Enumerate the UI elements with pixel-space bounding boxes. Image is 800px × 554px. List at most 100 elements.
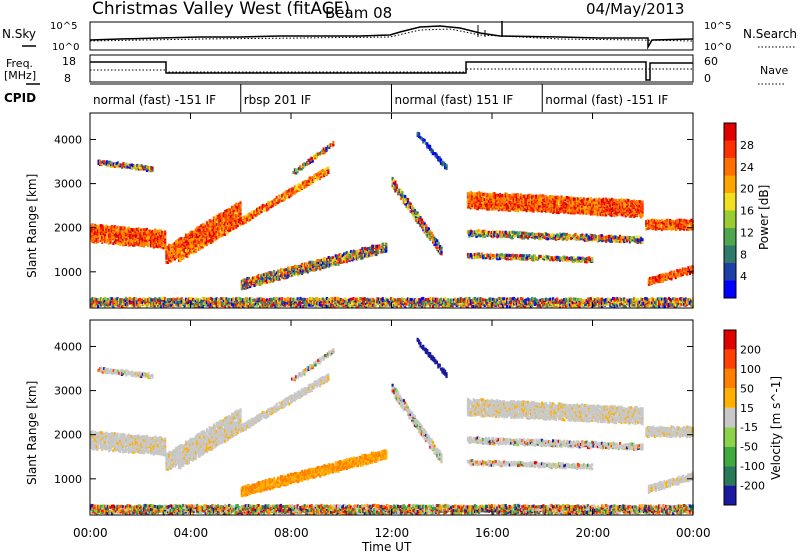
echo-cell xyxy=(686,227,689,231)
cpid-panel: CPID normal (fast) -151 IF rbsp 201 IF nor… xyxy=(4,83,693,112)
echo-cell xyxy=(553,195,556,199)
echo-cell xyxy=(182,246,185,249)
echo-cell xyxy=(515,198,518,202)
echo-cell xyxy=(274,275,277,279)
echo-cell xyxy=(219,223,222,227)
echo-cell xyxy=(239,218,242,221)
echo-cell xyxy=(681,267,684,271)
echo-cell xyxy=(680,225,683,229)
echo-cell xyxy=(92,238,95,242)
echo-cell xyxy=(218,227,221,231)
echo-cell xyxy=(247,216,250,220)
echo-cell xyxy=(212,218,215,222)
echo-cell xyxy=(110,164,113,168)
echo-cell xyxy=(200,234,203,238)
echo-cell xyxy=(408,201,411,205)
echo-cell xyxy=(510,194,513,198)
echo-cell xyxy=(97,162,100,165)
echo-cell xyxy=(612,210,615,214)
echo-cell xyxy=(152,229,155,233)
echo-cell xyxy=(500,235,503,239)
echo-cell xyxy=(120,233,123,237)
echo-cell xyxy=(154,231,157,234)
echo-cell xyxy=(113,303,116,307)
echo-cell xyxy=(512,230,516,234)
nsky-label: N.Sky xyxy=(2,27,36,41)
echo-cell xyxy=(603,211,606,215)
echo-cell xyxy=(585,233,588,237)
echo-cell xyxy=(631,213,634,217)
echo-cell xyxy=(140,166,143,170)
echo-cell xyxy=(556,203,559,207)
echo-cell xyxy=(120,236,123,240)
echo-cell xyxy=(478,193,481,197)
echo-cell xyxy=(598,236,601,240)
echo-cell xyxy=(676,227,679,231)
echo-cell xyxy=(284,272,287,276)
echo-cell xyxy=(228,220,231,224)
echo-cell xyxy=(106,232,109,236)
echo-cell xyxy=(528,193,531,197)
echo-cell xyxy=(191,234,195,238)
echo-cell xyxy=(653,276,656,280)
echo-cell xyxy=(578,237,581,241)
echo-cell xyxy=(267,201,270,205)
echo-cell xyxy=(547,233,550,237)
echo-cell xyxy=(217,226,220,230)
echo-cell xyxy=(600,236,604,240)
echo-cell xyxy=(586,207,590,211)
echo-cell xyxy=(436,239,439,243)
echo-cell xyxy=(354,255,357,259)
echo-cell xyxy=(554,196,557,200)
echo-cell xyxy=(233,204,236,208)
echo-cell xyxy=(108,301,111,305)
echo-cell xyxy=(473,253,477,257)
echo-cell xyxy=(476,232,479,236)
echo-cell xyxy=(295,265,298,269)
echo-cell xyxy=(437,155,440,159)
echo-cell xyxy=(507,193,510,197)
echo-cell xyxy=(677,271,680,275)
echo-cell xyxy=(483,256,486,260)
echo-cell xyxy=(187,251,190,255)
echo-cell xyxy=(543,207,546,211)
echo-cell xyxy=(507,234,510,238)
echo-cell xyxy=(212,224,215,228)
echo-cell xyxy=(366,255,370,258)
echo-cell xyxy=(415,210,418,214)
echo-cell xyxy=(382,250,385,254)
echo-cell xyxy=(264,272,267,276)
echo-cell xyxy=(592,236,595,240)
echo-cell xyxy=(547,255,550,259)
echo-cell xyxy=(273,274,276,278)
echo-cell xyxy=(302,165,305,169)
echo-cell xyxy=(573,205,576,209)
echo-cell xyxy=(663,219,666,223)
echo-cell xyxy=(155,238,158,242)
echo-cell xyxy=(117,298,121,302)
echo-cell xyxy=(112,225,115,229)
echo-cell xyxy=(90,232,93,236)
echo-cell xyxy=(409,202,412,206)
echo-cell xyxy=(116,302,119,306)
echo-cell xyxy=(486,193,489,197)
echo-cell xyxy=(549,256,552,260)
echo-cell xyxy=(561,201,564,204)
echo-cell xyxy=(140,234,143,238)
echo-cell xyxy=(519,254,523,257)
echo-cell xyxy=(345,251,348,255)
echo-cell xyxy=(475,192,478,196)
echo-cell xyxy=(329,143,332,147)
echo-cell xyxy=(137,164,140,168)
echo-cell xyxy=(589,203,592,207)
echo-cell xyxy=(533,235,537,239)
echo-cell xyxy=(351,258,354,262)
echo-cell xyxy=(557,198,560,202)
echo-cell xyxy=(162,241,165,245)
echo-cell xyxy=(469,232,472,236)
echo-cell xyxy=(592,234,595,238)
echo-cell xyxy=(352,249,355,253)
echo-cell xyxy=(138,231,142,235)
echo-cell xyxy=(476,199,479,202)
echo-cell xyxy=(224,212,227,216)
